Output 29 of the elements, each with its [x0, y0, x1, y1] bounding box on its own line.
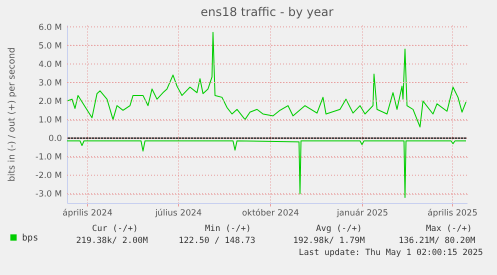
y-tick-label: 5.0 M [38, 41, 62, 52]
text: 136.21M/ 80.20M [398, 236, 476, 246]
y-tick-label: 6.0 M [38, 22, 62, 33]
x-tick-label: április 2024 [62, 208, 112, 218]
text: Avg (-/+) [316, 224, 362, 234]
y-tick-label: 3.0 M [38, 78, 62, 88]
y-tick-label: -1.0 M [35, 152, 62, 163]
y-tick-label: 4.0 M [38, 60, 62, 70]
y-tick-label: 2.0 M [38, 97, 62, 108]
chart-title: ens18 traffic - by year [200, 4, 334, 19]
x-tick-label: október 2024 [242, 208, 300, 218]
y-tick-label: -2.0 M [35, 171, 62, 182]
text: Cur (-/+) [92, 224, 138, 234]
line-series [66, 32, 466, 128]
text: 192.98k/ 1.79M [293, 236, 365, 246]
y-tick-label: 1.0 M [38, 116, 62, 126]
text: 122.50 / 148.73 [178, 236, 256, 246]
x-tick-label: január 2025 [336, 208, 388, 218]
x-tick-label: április 2025 [428, 208, 478, 218]
legend-label: bps [22, 234, 38, 244]
text: Max (-/+) [426, 224, 472, 234]
line-series [66, 140, 466, 198]
y-tick-label: 0.0 [48, 134, 62, 144]
text: Last update: Thu May 1 02:00:15 2025 [298, 248, 483, 258]
y-axis-title: bits in (-) / out (+) per second [8, 47, 18, 182]
y-tick-label: -3.0 M [35, 190, 62, 200]
text: 219.38k/ 2.00M [76, 236, 148, 246]
text: Min (-/+) [204, 224, 252, 234]
x-tick-label: július 2024 [154, 208, 202, 218]
